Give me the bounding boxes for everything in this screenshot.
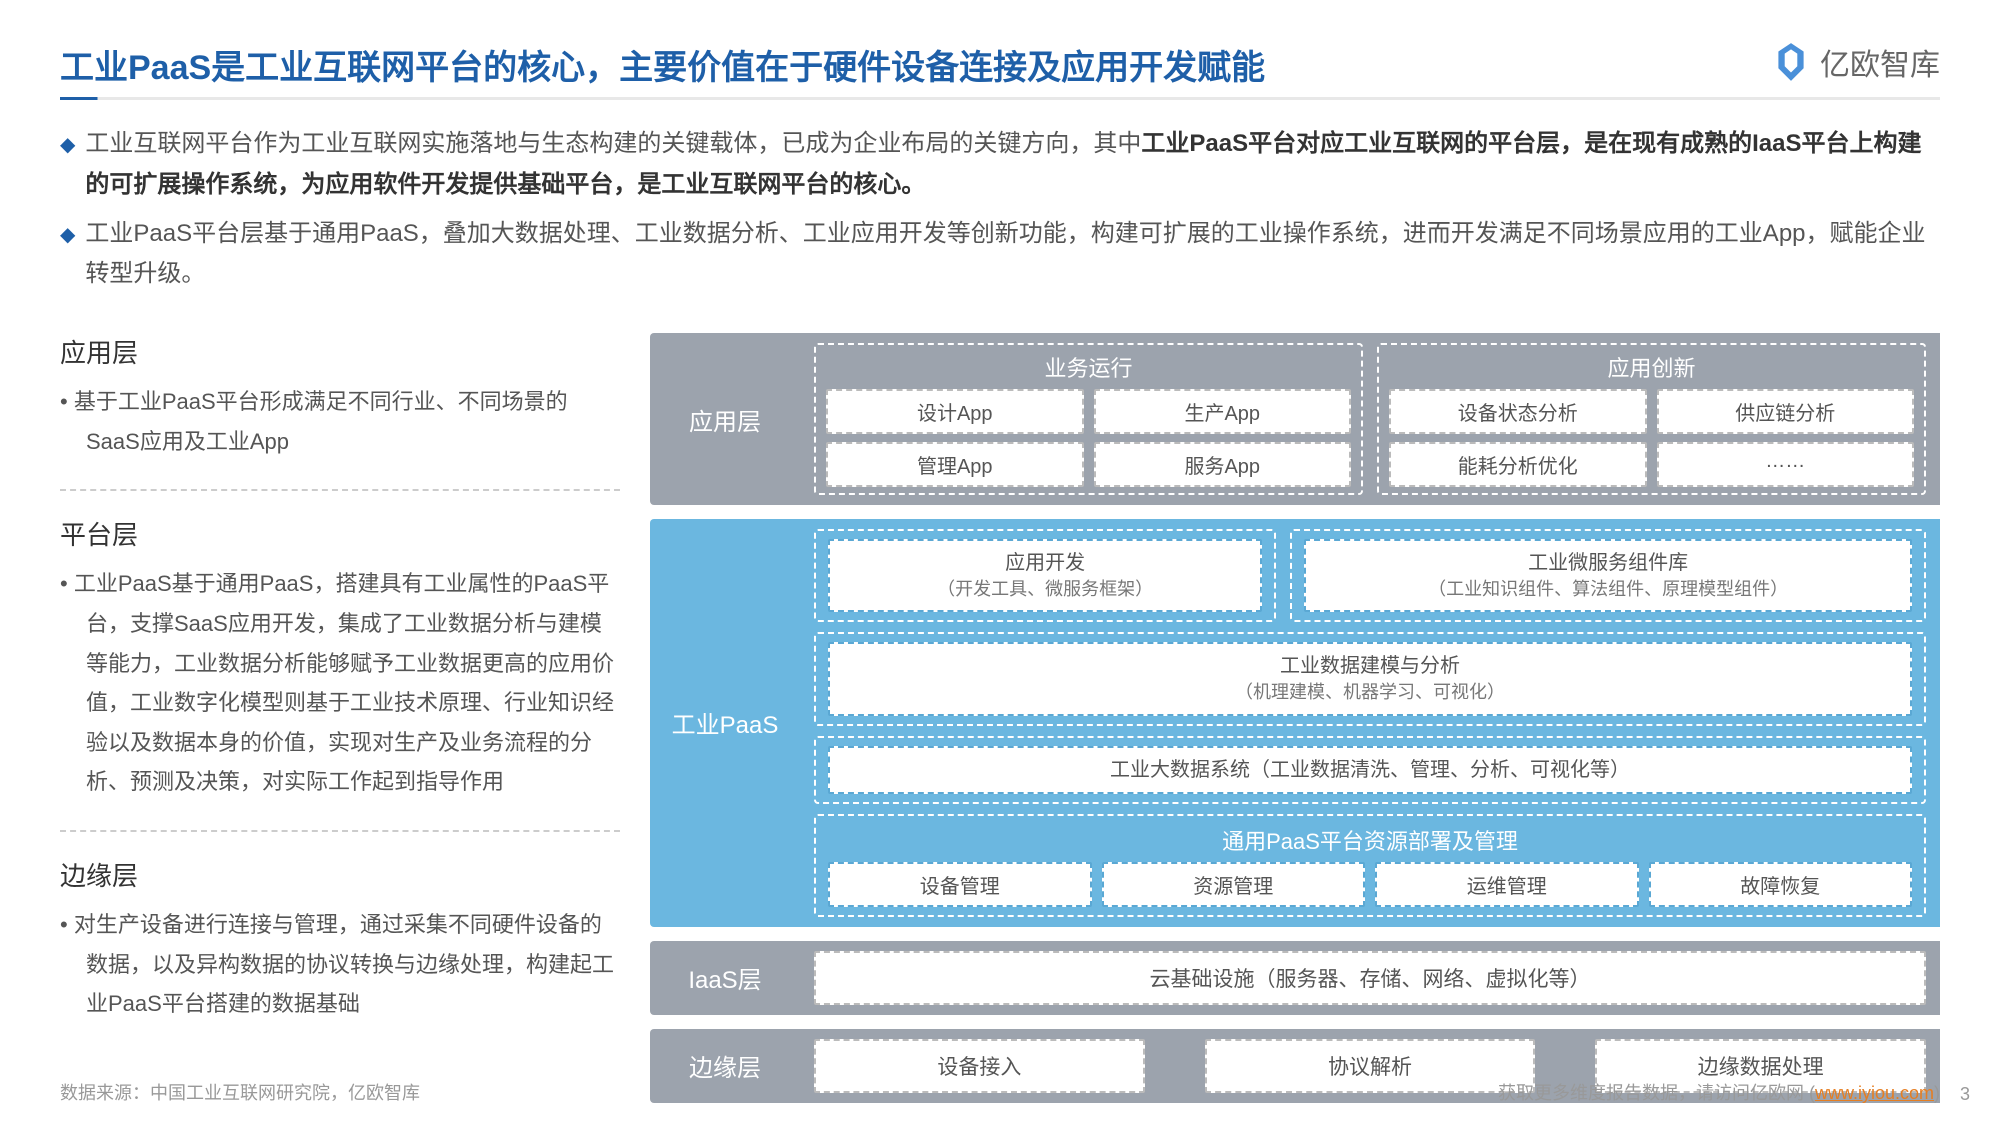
bullet-text: 工业互联网平台作为工业互联网实施落地与生态构建的关键载体，已成为企业布局的关键方… <box>85 124 1940 206</box>
group-generic-paas: 通用PaaS平台资源部署及管理 设备管理 资源管理 运维管理 故障恢复 <box>814 814 1926 917</box>
left-section-platform: 平台层 工业PaaS基于通用PaaS，搭建具有工业属性的PaaS平台，支撑Saa… <box>60 515 620 802</box>
box-sub: （机理建模、机器学习、可视化） <box>838 680 1902 705</box>
box: 工业微服务组件库 （工业知识组件、算法组件、原理模型组件） <box>1304 539 1912 612</box>
group-biz: 业务运行 设计App 生产App 管理App 服务App <box>814 343 1363 495</box>
section-title: 平台层 <box>60 515 620 552</box>
box: 故障恢复 <box>1649 862 1913 907</box>
left-section-app: 应用层 基于工业PaaS平台形成满足不同行业、不同场景的SaaS应用及工业App <box>60 333 620 461</box>
section-desc: 基于工业PaaS平台形成满足不同行业、不同场景的SaaS应用及工业App <box>60 382 620 461</box>
box-dev: 应用开发 （开发工具、微服务框架） <box>814 529 1276 622</box>
bullet-item: ◆工业互联网平台作为工业互联网实施落地与生态构建的关键载体，已成为企业布局的关键… <box>60 124 1940 206</box>
box-title: 工业数据建模与分析 <box>838 652 1902 680</box>
box: 服务App <box>1094 442 1352 487</box>
box-micro: 工业微服务组件库 （工业知识组件、算法组件、原理模型组件） <box>1290 529 1926 622</box>
layer-label: 工业PaaS <box>650 519 800 926</box>
box: 能耗分析优化 <box>1389 442 1647 487</box>
box: 供应链分析 <box>1657 389 1915 434</box>
logo-text: 亿欧智库 <box>1820 40 1940 84</box>
box: 运维管理 <box>1375 862 1639 907</box>
box: 云基础设施（服务器、存储、网络、虚拟化等） <box>814 951 1926 1005</box>
footer-link[interactable]: www.iyiou.com <box>1815 1083 1934 1103</box>
box: 管理App <box>826 442 1084 487</box>
box-title: 工业微服务组件库 <box>1314 549 1902 577</box>
bullet-item: ◆工业PaaS平台层基于通用PaaS，叠加大数据处理、工业数据分析、工业应用开发… <box>60 214 1940 296</box>
bullet-text: 工业PaaS平台层基于通用PaaS，叠加大数据处理、工业数据分析、工业应用开发等… <box>85 214 1940 296</box>
iaas-layer: IaaS层 云基础设施（服务器、存储、网络、虚拟化等） <box>650 941 1940 1015</box>
footer-more: 获取更多维度报告数据，请访问亿欧网 (www.iyiou.com) <box>1498 1079 1940 1105</box>
app-layer: 应用层 业务运行 设计App 生产App 管理App 服务App <box>650 333 1940 505</box>
group-header: 通用PaaS平台资源部署及管理 <box>828 824 1912 856</box>
divider <box>60 830 620 832</box>
paas-layer: 工业PaaS 应用开发 （开发工具、微服务框架） 工业微服务组件库 （工业知识组… <box>650 519 1940 926</box>
layer-label: IaaS层 <box>650 941 800 1015</box>
page-number: 3 <box>1960 1084 1970 1105</box>
title-underline <box>60 97 1940 100</box>
section-title: 边缘层 <box>60 856 620 893</box>
box: 生产App <box>1094 389 1352 434</box>
footer-source: 数据来源：中国工业互联网研究院，亿欧智库 <box>60 1079 420 1105</box>
box: 设计App <box>826 389 1084 434</box>
box: 工业数据建模与分析 （机理建模、机器学习、可视化） <box>828 642 1912 715</box>
group-header: 业务运行 <box>826 351 1351 383</box>
box-sub: （开发工具、微服务框架） <box>838 577 1252 602</box>
diamond-icon: ◆ <box>60 128 75 206</box>
section-title: 应用层 <box>60 333 620 370</box>
box: 应用开发 （开发工具、微服务框架） <box>828 539 1262 612</box>
page-title: 工业PaaS是工业互联网平台的核心，主要价值在于硬件设备连接及应用开发赋能 <box>60 40 1940 89</box>
box-bigdata: 工业大数据系统（工业数据清洗、管理、分析、可视化等） <box>814 736 1926 804</box>
left-section-edge: 边缘层 对生产设备进行连接与管理，通过采集不同硬件设备的数据，以及异构数据的协议… <box>60 856 620 1024</box>
logo-icon <box>1770 41 1812 83</box>
footer: 数据来源：中国工业互联网研究院，亿欧智库 获取更多维度报告数据，请访问亿欧网 (… <box>60 1079 1940 1105</box>
diamond-icon: ◆ <box>60 218 75 296</box>
box: 工业大数据系统（工业数据清洗、管理、分析、可视化等） <box>828 746 1912 794</box>
box: 设备管理 <box>828 862 1092 907</box>
layer-label: 应用层 <box>650 333 800 505</box>
divider <box>60 489 620 491</box>
intro-bullets: ◆工业互联网平台作为工业互联网实施落地与生态构建的关键载体，已成为企业布局的关键… <box>0 124 2000 295</box>
left-column: 应用层 基于工业PaaS平台形成满足不同行业、不同场景的SaaS应用及工业App… <box>60 333 620 1116</box>
box: …… <box>1657 442 1915 487</box>
box-title: 应用开发 <box>838 549 1252 577</box>
section-desc: 对生产设备进行连接与管理，通过采集不同硬件设备的数据，以及异构数据的协议转换与边… <box>60 905 620 1024</box>
architecture-diagram: 应用层 业务运行 设计App 生产App 管理App 服务App <box>650 333 1940 1116</box>
box-model: 工业数据建模与分析 （机理建模、机器学习、可视化） <box>814 632 1926 725</box>
box-sub: （工业知识组件、算法组件、原理模型组件） <box>1314 577 1902 602</box>
group-innov: 应用创新 设备状态分析 供应链分析 能耗分析优化 …… <box>1377 343 1926 495</box>
section-desc: 工业PaaS基于通用PaaS，搭建具有工业属性的PaaS平台，支撑SaaS应用开… <box>60 564 620 802</box>
group-header: 应用创新 <box>1389 351 1914 383</box>
brand-logo: 亿欧智库 <box>1770 40 1940 84</box>
box: 资源管理 <box>1102 862 1366 907</box>
box: 设备状态分析 <box>1389 389 1647 434</box>
